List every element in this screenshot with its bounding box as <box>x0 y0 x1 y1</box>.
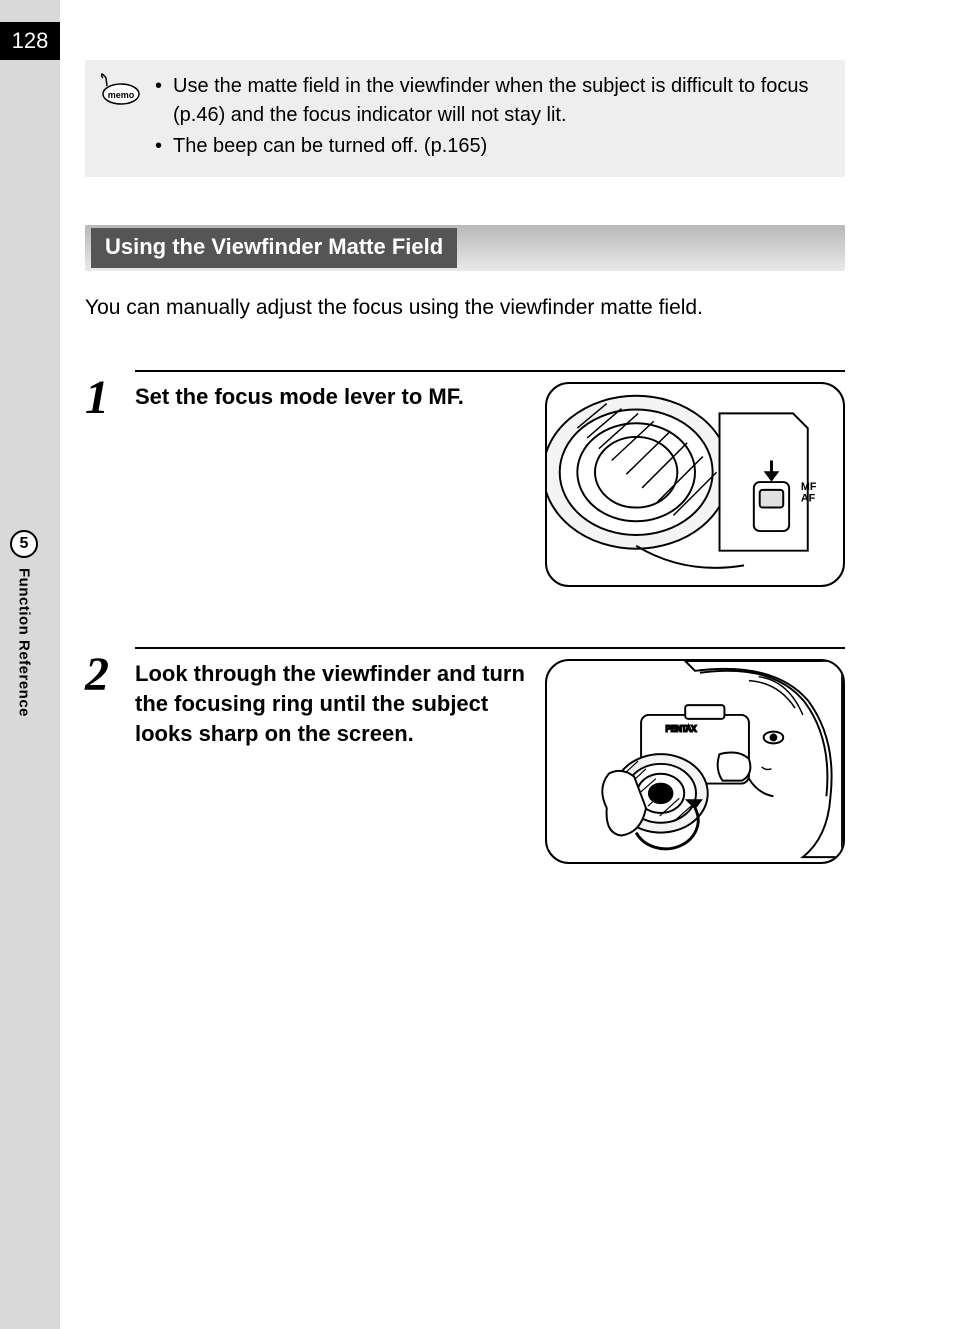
step-body: Set the focus mode lever to MF. <box>135 370 845 587</box>
step-text-mf: MF <box>428 384 457 409</box>
intro-paragraph: You can manually adjust the focus using … <box>85 293 845 322</box>
illustration-person-focusing: PENTAX <box>545 659 845 864</box>
svg-text:memo: memo <box>108 90 135 100</box>
step-text-suffix: . <box>458 384 464 409</box>
section-heading: Using the Viewfinder Matte Field <box>91 228 457 268</box>
mf-label: MF <box>801 481 817 493</box>
page-content: memo Use the matte field in the viewfind… <box>85 60 845 864</box>
af-label: AF <box>801 493 816 505</box>
memo-list: Use the matte field in the viewfinder wh… <box>155 72 831 161</box>
step-instruction: Look through the viewfinder and turn the… <box>135 659 525 864</box>
page-number-badge: 128 <box>0 22 60 60</box>
step-body: Look through the viewfinder and turn the… <box>135 647 845 864</box>
chapter-label: Function Reference <box>16 568 33 717</box>
step-2: 2 Look through the viewfinder and turn t… <box>85 647 845 864</box>
step-text-prefix: Set the focus mode lever to <box>135 384 428 409</box>
step-number: 2 <box>85 651 135 699</box>
side-chapter-tab: 5 Function Reference <box>4 530 44 717</box>
memo-item: The beep can be turned off. (p.165) <box>155 132 831 161</box>
section-heading-strip: Using the Viewfinder Matte Field <box>85 225 845 271</box>
illustration-camera-lens-lever: MF AF <box>545 382 845 587</box>
step-instruction: Set the focus mode lever to MF. <box>135 382 525 587</box>
step-number: 1 <box>85 374 135 422</box>
memo-icon: memo <box>95 72 143 106</box>
memo-item: Use the matte field in the viewfinder wh… <box>155 72 831 130</box>
chapter-number: 5 <box>10 530 38 558</box>
sidebar: 128 5 Function Reference <box>0 0 60 1329</box>
step-1: 1 Set the focus mode lever to MF. <box>85 370 845 587</box>
svg-text:PENTAX: PENTAX <box>666 725 698 734</box>
memo-callout: memo Use the matte field in the viewfind… <box>85 60 845 177</box>
